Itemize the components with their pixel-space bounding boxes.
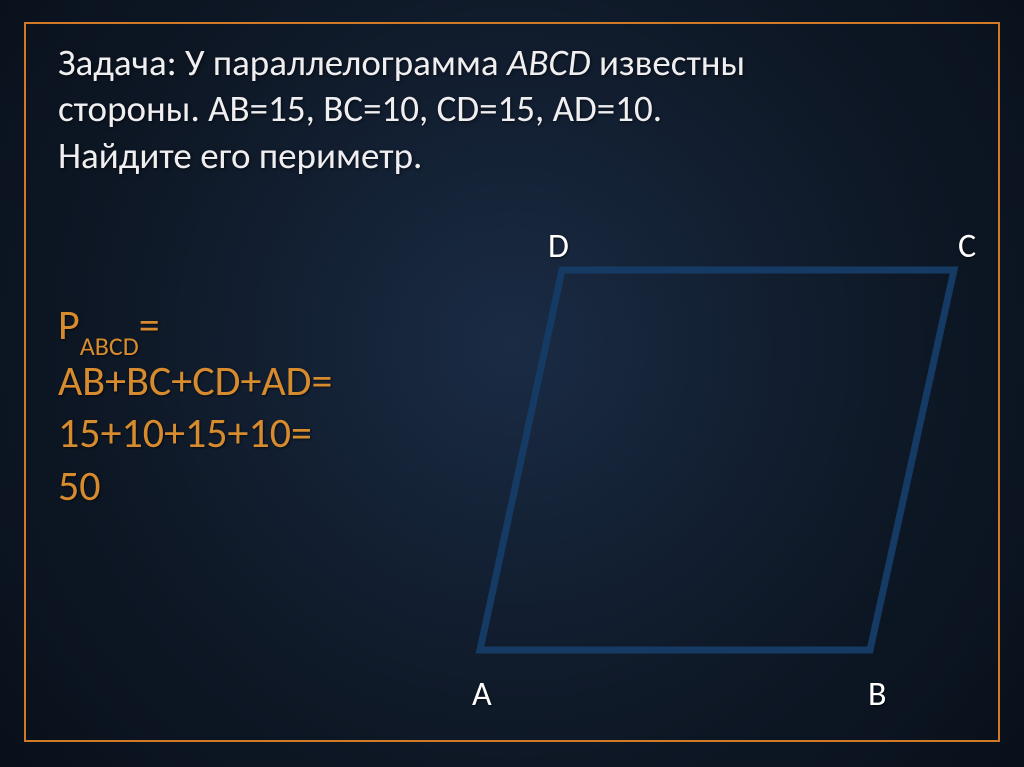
solution-line3: 15+10+15+10=	[58, 408, 312, 459]
solution-line4: 50	[58, 461, 101, 512]
task-line2: стороны. AB=15, BC=10, CD=15, AD=10.	[58, 86, 662, 131]
task-text: Задача: У параллелограмма ABCD известны …	[58, 40, 978, 179]
task-line1b: известны	[591, 40, 746, 85]
parallelogram-shape	[480, 270, 954, 650]
vertex-label-C: C	[958, 226, 976, 267]
solution-block: PABCD= AB+BC+CD+AD= 15+10+15+10= 50	[58, 300, 438, 513]
perimeter-subscript: ABCD	[80, 330, 139, 362]
task-ital-abcd: ABCD	[507, 40, 591, 85]
perimeter-symbol: P	[58, 300, 80, 351]
vertex-label-A: A	[472, 674, 492, 715]
vertex-label-D: D	[548, 226, 569, 267]
eq1: =	[139, 300, 160, 351]
task-line3: Найдите его периметр.	[58, 133, 422, 178]
vertex-label-B: B	[868, 674, 887, 715]
solution-line2: AB+BC+CD+AD=	[58, 356, 332, 407]
parallelogram-svg	[420, 210, 1010, 730]
parallelogram-diagram: A B C D	[420, 210, 1010, 730]
task-line1a: Задача: У параллелограмма	[58, 40, 507, 85]
